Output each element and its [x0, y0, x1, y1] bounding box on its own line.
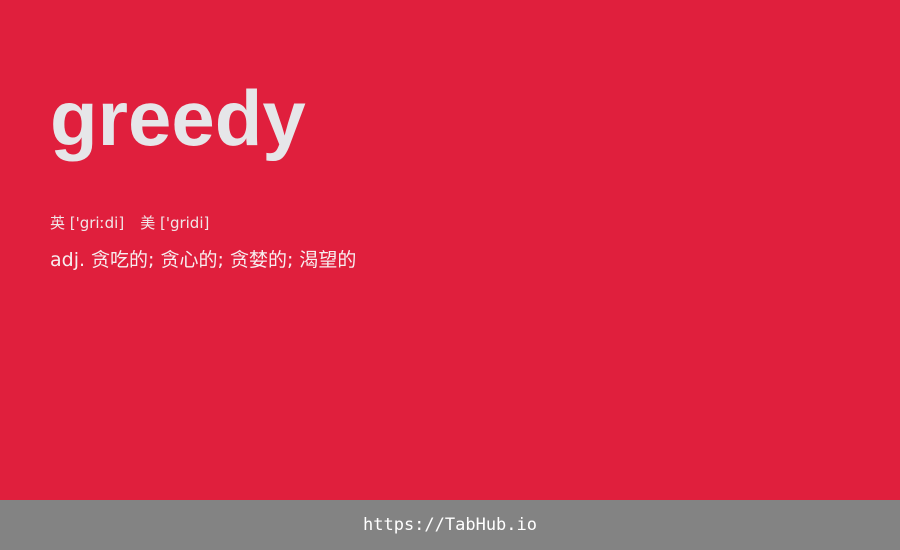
phonetics-row: 英 ['griːdi] 美 ['gridi]	[50, 212, 209, 234]
headword: greedy	[50, 74, 306, 162]
phonetic-us: 美 ['gridi]	[140, 214, 210, 232]
phonetic-uk: 英 ['griːdi]	[50, 214, 125, 232]
footer-bar: https://TabHub.io	[0, 500, 900, 550]
tabhub-link[interactable]: https://TabHub.io	[363, 515, 537, 535]
definition: adj. 贪吃的; 贪心的; 贪婪的; 渴望的	[50, 249, 357, 271]
word-card: greedy 英 ['griːdi] 美 ['gridi] adj. 贪吃的; 贪…	[50, 74, 357, 271]
